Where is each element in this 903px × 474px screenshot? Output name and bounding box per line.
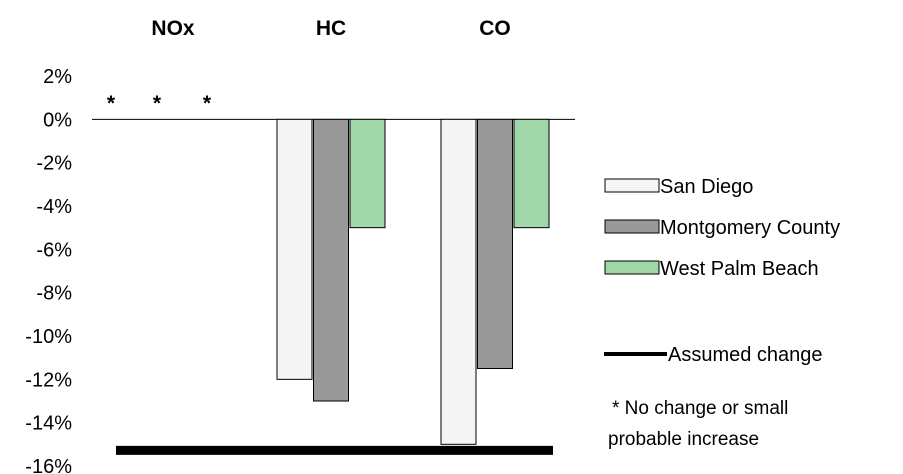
bar: [276, 118, 313, 380]
y-tick-label: -2%: [36, 153, 72, 175]
y-tick-label: -16%: [25, 456, 72, 474]
bar: [477, 118, 513, 370]
footnote-line-1: * No change or small: [612, 398, 788, 419]
bars: [276, 118, 550, 445]
legend: San Diego Montgomery County West Palm Beac…: [604, 176, 840, 366]
no-change-asterisk: *: [203, 92, 212, 115]
legend-swatch: [604, 178, 660, 193]
bar: [440, 118, 477, 445]
y-tick-label: 2%: [43, 66, 72, 88]
category-label: HC: [316, 17, 346, 40]
footnote-line-2: probable increase: [608, 429, 759, 450]
legend-label: Montgomery County: [660, 217, 840, 239]
y-tick-label: -4%: [36, 196, 72, 218]
bar: [349, 118, 386, 229]
no-change-asterisk: *: [153, 92, 162, 115]
category-label: CO: [479, 17, 511, 40]
no-change-asterisk: *: [107, 92, 116, 115]
y-tick-label: -10%: [25, 326, 72, 348]
category-label: NOx: [151, 17, 195, 40]
y-tick-label: -6%: [36, 239, 72, 261]
legend-label: San Diego: [660, 176, 753, 198]
legend-swatch: [604, 260, 660, 275]
y-tick-label: -14%: [25, 413, 72, 435]
y-tick-label: -8%: [36, 283, 72, 305]
y-tick-label: 0%: [43, 109, 72, 131]
category-labels: NOx HC CO: [151, 17, 510, 40]
y-tick-label: -12%: [25, 369, 72, 391]
legend-swatch: [604, 219, 660, 234]
legend-assumed-label: Assumed change: [668, 344, 823, 366]
nox-no-change-markers: * * *: [107, 92, 212, 115]
y-axis-tick-labels: 2% 0% -2% -4% -6% -8% -10% -12% -14% -16%: [25, 66, 72, 474]
legend-label: West Palm Beach: [660, 258, 819, 280]
bar: [513, 118, 550, 229]
bar: [313, 118, 349, 402]
